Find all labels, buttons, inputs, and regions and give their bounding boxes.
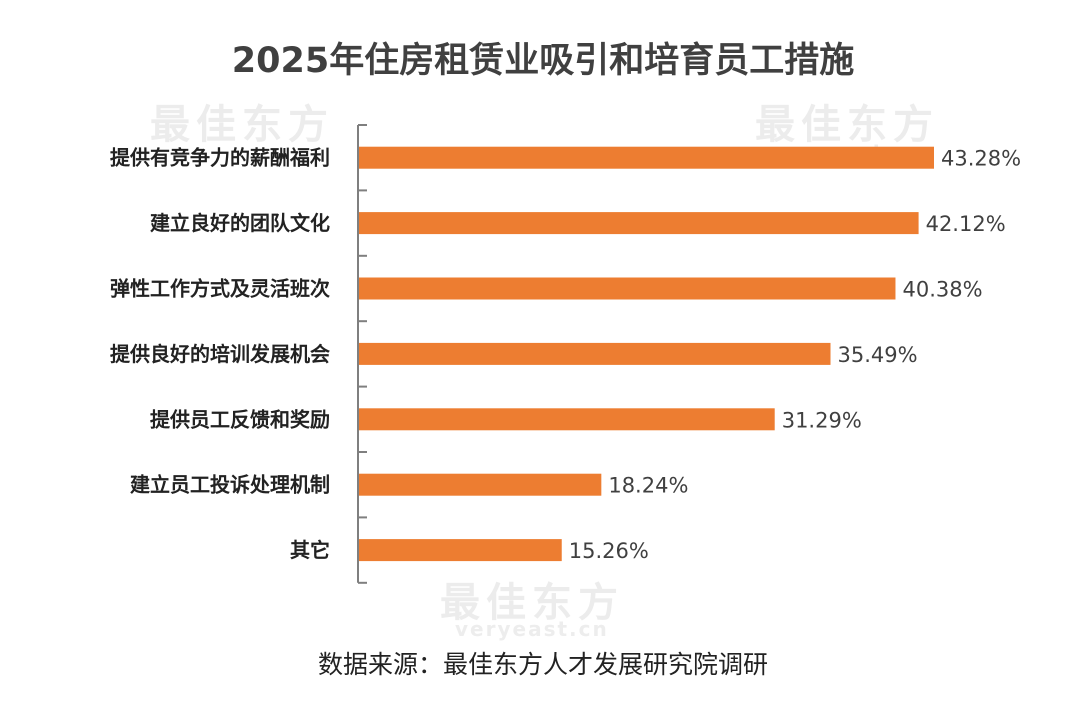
category-label: 提供良好的培训发展机会 — [110, 342, 330, 366]
bar — [359, 539, 562, 562]
bar — [359, 408, 775, 431]
category-label: 其它 — [290, 538, 330, 562]
source-note: 数据来源：最佳东方人才发展研究院调研 — [318, 650, 768, 679]
bar — [359, 473, 602, 496]
bar — [359, 146, 934, 169]
watermark-brand: 最佳东方 — [755, 102, 939, 148]
data-label: 31.29% — [782, 408, 862, 432]
category-label: 提供员工反馈和奖励 — [150, 407, 330, 431]
data-label: 35.49% — [838, 343, 918, 367]
bar — [359, 342, 831, 365]
watermark-brand: 最佳东方 — [150, 102, 334, 148]
watermark-domain: veryeast.cn — [455, 617, 609, 641]
bar — [359, 212, 919, 235]
data-label: 15.26% — [569, 539, 649, 563]
watermark-brand: 最佳东方 — [440, 580, 624, 626]
category-label: 建立员工投诉处理机制 — [130, 473, 330, 497]
category-label: 建立良好的团队文化 — [150, 211, 330, 235]
data-label: 42.12% — [926, 212, 1006, 236]
data-label: 43.28% — [941, 147, 1021, 171]
category-label: 提供有竞争力的薪酬福利 — [110, 146, 330, 170]
data-label: 40.38% — [902, 278, 982, 302]
category-label: 弹性工作方式及灵活班次 — [110, 277, 330, 301]
data-label: 18.24% — [608, 474, 688, 498]
bar — [359, 277, 896, 300]
chart-title: 2025年住房租赁业吸引和培育员工措施 — [232, 41, 854, 81]
